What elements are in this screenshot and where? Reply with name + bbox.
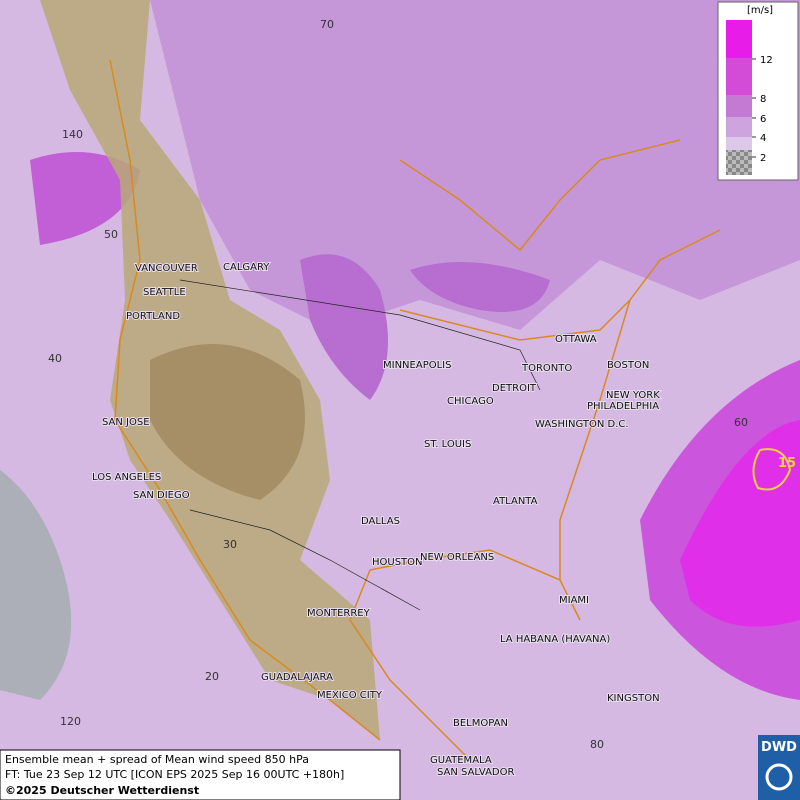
legend-unit: [m/s] — [747, 5, 773, 16]
legend-tick-label: 6 — [760, 114, 766, 125]
city-label: PHILADELPHIA — [587, 401, 659, 412]
city-label: MINNEAPOLIS — [383, 360, 451, 371]
city-label: PORTLAND — [126, 311, 180, 322]
city-label: ATLANTA — [493, 496, 538, 507]
city-label: CALGARY — [223, 262, 270, 273]
grid-label: 40 — [48, 352, 62, 365]
mountain-relief — [150, 344, 305, 500]
city-label: KINGSTON — [607, 693, 660, 704]
city-label: DETROIT — [492, 383, 537, 394]
legend-swatch — [726, 137, 752, 150]
wind-field-north — [150, 0, 800, 330]
city-label: VANCOUVER — [135, 263, 198, 274]
wind-field-plains — [300, 254, 388, 400]
caption-copyright: ©2025 Deutscher Wetterdienst — [5, 784, 199, 797]
city-label: BOSTON — [607, 360, 649, 371]
city-label: GUADALAJARA — [261, 672, 333, 683]
city-label: SAN SALVADOR — [437, 767, 514, 778]
legend-swatch — [726, 95, 752, 117]
city-label: ST. LOUIS — [424, 439, 471, 450]
legend-tick-label: 12 — [760, 55, 773, 66]
city-label: SAN JOSE — [102, 417, 150, 428]
grid-label: 50 — [104, 228, 118, 241]
city-label: SEATTLE — [143, 287, 186, 298]
grid-label: 60 — [734, 416, 748, 429]
city-label: SAN DIEGO — [133, 490, 190, 501]
city-label: GUATEMALA — [430, 755, 492, 766]
caption-time: FT: Tue 23 Sep 12 UTC [ICON EPS 2025 Sep… — [5, 768, 344, 781]
grid-label: 80 — [590, 738, 604, 751]
city-label: NEW ORLEANS — [420, 552, 494, 563]
city-label: MONTERREY — [307, 608, 371, 619]
city-label: MEXICO CITY — [317, 690, 383, 701]
legend-swatch — [726, 150, 752, 175]
wind-field-atlantic-core — [680, 420, 800, 627]
logo-text: DWD — [761, 740, 797, 755]
city-label: BELMOPAN — [453, 718, 508, 729]
city-label: LA HABANA (HAVANA) — [500, 634, 610, 645]
ocean-spread — [0, 470, 72, 700]
legend-tick-label: 2 — [760, 153, 766, 164]
city-label: LOS ANGELES — [92, 472, 161, 483]
grid-label: 20 — [205, 670, 219, 683]
legend-swatch — [726, 58, 752, 95]
coastline — [109, 59, 721, 761]
city-label: MIAMI — [559, 595, 589, 606]
legend-tick-label: 8 — [760, 94, 766, 105]
city-label: CHICAGO — [447, 396, 494, 407]
city-label: WASHINGTON D.C. — [535, 419, 629, 430]
legend-tick-label: 4 — [760, 133, 766, 144]
legend-swatch — [726, 117, 752, 137]
grid-label: 120 — [60, 715, 81, 728]
logo-swirl — [765, 763, 793, 791]
city-label: TORONTO — [521, 363, 572, 374]
wind-field-canada — [410, 262, 550, 312]
grid-label: 30 — [223, 538, 237, 551]
contour — [752, 448, 792, 491]
caption-box — [0, 749, 401, 800]
city-label: HOUSTON — [372, 557, 423, 568]
grid-label: 70 — [320, 18, 334, 31]
border — [179, 279, 541, 611]
grid-label: 140 — [62, 128, 83, 141]
wind-field-pacific — [30, 152, 140, 245]
caption-title: Ensemble mean + spread of Mean wind spee… — [5, 753, 309, 766]
legend-swatch — [726, 20, 752, 58]
city-label: OTTAWA — [555, 334, 597, 345]
city-label: DALLAS — [361, 516, 400, 527]
contour-label: 15 — [778, 456, 796, 471]
city-label: NEW YORK — [606, 390, 660, 401]
